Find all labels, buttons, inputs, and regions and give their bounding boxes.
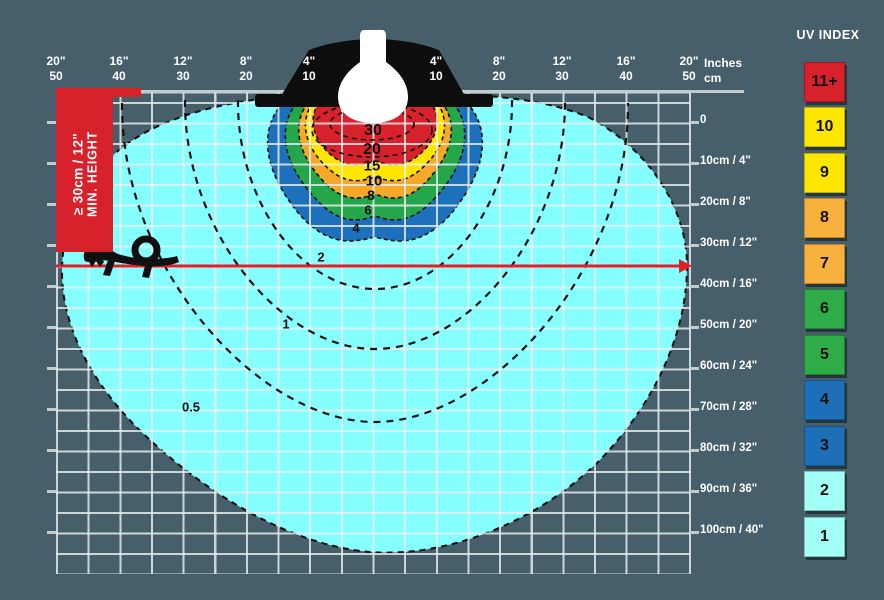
contour-label-2: 2 xyxy=(317,249,325,265)
top-axis-line xyxy=(56,90,744,93)
legend-swatch-8: 8 xyxy=(804,198,845,238)
contour-label-30: 30 xyxy=(364,122,382,139)
contour-label-15: 15 xyxy=(363,157,381,175)
legend-swatch-1: 1 xyxy=(804,517,845,557)
legend-swatch-3: 3 xyxy=(804,426,845,466)
y-tick-50: 50cm / 20" xyxy=(700,319,758,331)
legend-swatch-9: 9 xyxy=(804,153,845,193)
x-tick-left-10: 4" 10 xyxy=(302,54,316,83)
x-tick-left-40: 16" 40 xyxy=(109,54,129,83)
x-tick-left-30: 12" 30 xyxy=(173,54,193,83)
x-tick-right-50: 20" 50 xyxy=(679,54,699,83)
legend-swatch-10: 10 xyxy=(804,107,845,147)
contour-label-6: 6 xyxy=(364,202,372,218)
legend-swatch-label: 3 xyxy=(820,437,829,454)
legend-swatch-label: 8 xyxy=(820,209,829,226)
y-tick-0: 0 xyxy=(700,114,707,126)
left-axis-ticks xyxy=(47,121,56,536)
legend-swatch-11plus: 11+ xyxy=(804,62,845,102)
y-tick-80: 80cm / 32" xyxy=(700,442,758,454)
x-tick-right-10: 4" 10 xyxy=(429,54,443,83)
legend-swatch-5: 5 xyxy=(804,335,845,375)
y-tick-90: 90cm / 36" xyxy=(700,483,758,495)
y-tick-60: 60cm / 24" xyxy=(700,360,758,372)
legend-swatch-label: 4 xyxy=(820,391,829,408)
legend-swatch-label: 7 xyxy=(820,255,829,272)
min-height-label: ≥ 30cm / 12" MIN. HEIGHT xyxy=(56,96,113,252)
y-tick-10: 10cm / 4" xyxy=(700,155,751,167)
y-tick-40: 40cm / 16" xyxy=(700,278,758,290)
legend-swatch-label: 9 xyxy=(820,164,829,181)
x-tick-left-50: 20" 50 xyxy=(46,54,66,83)
x-tick-right-30: 12" 30 xyxy=(552,54,572,83)
contour-label-4: 4 xyxy=(352,220,360,236)
y-tick-70: 70cm / 28" xyxy=(700,401,758,413)
contour-label-05: 0.5 xyxy=(181,399,201,415)
contour-label-8: 8 xyxy=(367,187,375,203)
right-axis-ticks xyxy=(690,121,699,536)
y-tick-100: 100cm / 40" xyxy=(700,524,764,536)
legend-swatch-label: 6 xyxy=(820,300,829,317)
contour-label-10: 10 xyxy=(365,172,383,190)
legend-swatch-label: 11+ xyxy=(811,73,838,90)
y-tick-20: 20cm / 8" xyxy=(700,196,751,208)
x-tick-left-20: 8" 20 xyxy=(239,54,253,83)
legend-title: UV INDEX xyxy=(796,28,860,42)
legend-swatch-label: 1 xyxy=(820,528,829,545)
legend-swatch-label: 2 xyxy=(820,482,829,499)
min-height-caption: MIN. HEIGHT xyxy=(85,131,99,217)
legend-swatch-2: 2 xyxy=(804,471,845,511)
legend-swatch-7: 7 xyxy=(804,244,845,284)
min-height-value: ≥ 30cm / 12" xyxy=(70,133,85,215)
legend-swatch-6: 6 xyxy=(804,289,845,329)
legend-swatch-4: 4 xyxy=(804,380,845,420)
contour-label-1: 1 xyxy=(282,316,290,332)
min-height-marker-arm xyxy=(56,88,141,97)
legend-swatch-label: 10 xyxy=(815,118,834,135)
contour-label-20: 20 xyxy=(363,141,381,158)
x-tick-right-40: 16" 40 xyxy=(616,54,636,83)
x-axis-unit-label: Inches cm xyxy=(704,56,743,85)
legend-swatch-label: 5 xyxy=(820,346,829,363)
x-tick-right-20: 8" 20 xyxy=(492,54,506,83)
y-tick-30: 30cm / 12" xyxy=(700,237,758,249)
